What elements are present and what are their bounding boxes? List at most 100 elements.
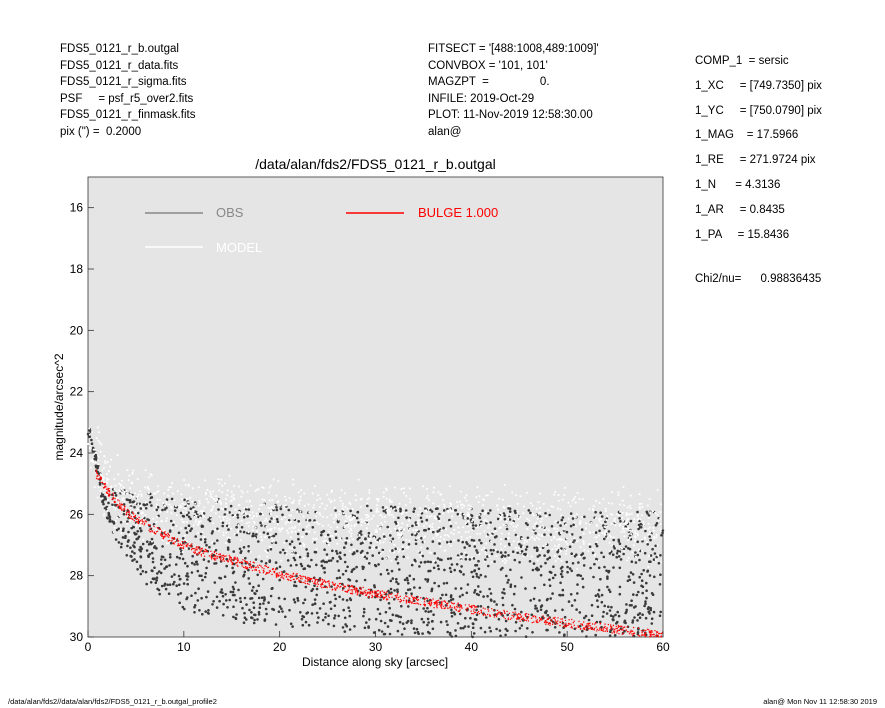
obs-point <box>313 602 317 606</box>
model-point <box>366 502 369 505</box>
bulge-point <box>355 587 357 589</box>
model-point <box>259 532 262 535</box>
bulge-point <box>374 593 376 595</box>
obs-point <box>302 601 305 605</box>
model-point <box>575 513 578 516</box>
bulge-point <box>179 543 181 545</box>
model-point <box>335 516 338 518</box>
bulge-point <box>513 616 515 618</box>
obs-point <box>623 629 626 633</box>
model-point <box>539 511 542 514</box>
bulge-point <box>397 593 399 595</box>
bulge-point <box>596 628 598 630</box>
obs-point <box>275 508 279 512</box>
model-point <box>506 514 509 517</box>
obs-point <box>330 585 333 588</box>
obs-point <box>279 507 283 511</box>
header-mid-line: CONVBOX = '101, 101' <box>428 59 548 72</box>
bulge-point <box>482 614 485 616</box>
bulge-point <box>292 575 294 578</box>
obs-point <box>245 603 248 606</box>
obs-point <box>86 432 90 436</box>
model-point <box>539 526 542 528</box>
model-point <box>621 525 624 528</box>
bulge-point <box>542 615 544 617</box>
model-point <box>323 540 326 543</box>
obs-point <box>201 578 204 582</box>
model-point <box>109 465 111 468</box>
obs-point <box>631 573 635 576</box>
model-point <box>131 472 134 474</box>
obs-point <box>479 605 483 608</box>
model-point <box>456 501 459 503</box>
bulge-point <box>359 586 361 589</box>
obs-point <box>473 589 477 592</box>
model-point <box>468 515 471 518</box>
obs-point <box>391 549 394 552</box>
model-point <box>300 489 303 492</box>
obs-point <box>203 575 207 579</box>
obs-point <box>179 511 183 515</box>
model-point <box>554 560 557 563</box>
model-point <box>385 487 388 490</box>
bulge-point <box>352 589 354 591</box>
obs-point <box>277 596 281 600</box>
model-point <box>417 522 420 524</box>
bulge-point <box>331 581 334 583</box>
model-point <box>302 542 305 545</box>
model-point <box>201 512 204 515</box>
model-point <box>439 535 442 538</box>
bulge-point <box>262 569 264 572</box>
model-point <box>148 488 151 491</box>
bulge-point <box>246 561 248 563</box>
obs-point <box>334 536 338 539</box>
model-point <box>365 519 368 522</box>
model-point <box>461 506 464 509</box>
model-point <box>509 514 512 517</box>
obs-point <box>455 563 459 566</box>
bulge-point <box>405 600 408 603</box>
model-point <box>656 489 659 491</box>
model-point <box>114 484 117 487</box>
obs-point <box>504 633 507 637</box>
model-point <box>526 540 529 543</box>
model-point <box>218 515 221 518</box>
model-point <box>623 530 626 533</box>
model-point <box>367 515 370 518</box>
obs-point <box>327 559 331 563</box>
obs-point <box>594 542 598 546</box>
obs-point <box>545 598 549 602</box>
obs-point <box>322 602 325 605</box>
obs-point <box>504 627 508 631</box>
obs-point <box>427 610 430 614</box>
model-point <box>433 560 436 563</box>
obs-point <box>475 572 478 576</box>
model-point <box>504 524 507 527</box>
obs-point <box>632 634 636 638</box>
bulge-point <box>138 519 140 521</box>
model-point <box>184 538 186 541</box>
model-point <box>123 500 126 503</box>
model-point <box>297 491 300 494</box>
bulge-point <box>382 598 385 600</box>
obs-point <box>553 609 557 612</box>
model-point <box>163 529 166 532</box>
model-point <box>618 524 621 527</box>
bulge-point <box>258 564 261 566</box>
bulge-point <box>515 613 517 615</box>
obs-point <box>659 554 662 557</box>
model-point <box>184 484 187 486</box>
model-point <box>248 513 251 516</box>
model-point <box>390 501 393 504</box>
y-axis-label: magnitude/arcsec^2 <box>52 353 66 460</box>
model-point <box>307 524 310 527</box>
bulge-point <box>176 538 179 540</box>
model-point <box>598 517 600 520</box>
bulge-point <box>271 568 274 570</box>
model-point <box>405 538 408 541</box>
obs-point <box>391 613 395 617</box>
obs-point <box>569 593 573 596</box>
model-point <box>226 517 229 520</box>
obs-point <box>509 568 512 572</box>
obs-point <box>313 519 316 522</box>
